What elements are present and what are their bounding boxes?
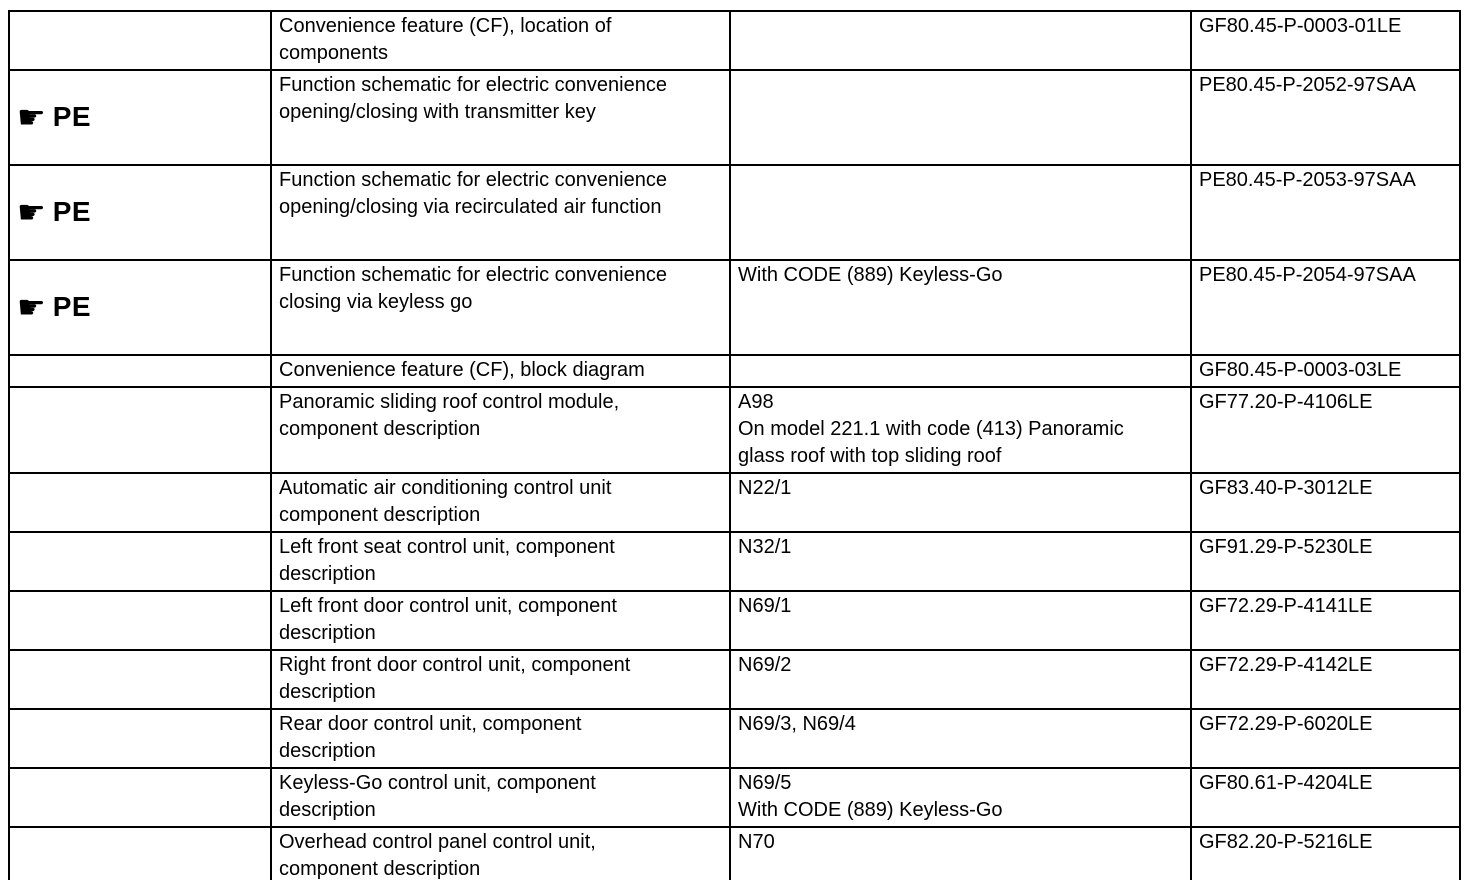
cell-description: Rear door control unit, component descri… [270,708,731,769]
cell-description: Right front door control unit, component… [270,649,731,710]
cell-document-id: PE80.45-P-2053-97SAA [1190,164,1461,261]
cell-description: Function schematic for electric convenie… [270,164,731,261]
cell-description: Panoramic sliding roof control module, c… [270,386,731,474]
cell-note: N32/1 [729,531,1192,592]
cell-note: N69/5 With CODE (889) Keyless-Go [729,767,1192,828]
table-row: ☛ PE Function schematic for electric conv… [8,259,1461,356]
pe-label: PE [52,291,92,322]
cell-document-id: GF80.45-P-0003-03LE [1190,354,1461,388]
cell-document-id: GF83.40-P-3012LE [1190,472,1461,533]
cell-pe-link [8,708,272,769]
cell-document-id: GF80.45-P-0003-01LE [1190,10,1461,71]
cell-description: Convenience feature (CF), location of co… [270,10,731,71]
table-row: Right front door control unit, component… [8,649,1461,710]
cell-pe-link [8,354,272,388]
cell-pe-link [8,590,272,651]
document-table: Convenience feature (CF), location of co… [8,10,1461,880]
cell-note [729,10,1192,71]
cell-note: N22/1 [729,472,1192,533]
cell-pe-link [8,767,272,828]
pe-label: PE [52,196,92,227]
pe-document-link: ☛ PE [17,289,266,325]
cell-description: Left front door control unit, component … [270,590,731,651]
table-row: Keyless-Go control unit, component descr… [8,767,1461,828]
table-row: Panoramic sliding roof control module, c… [8,386,1461,474]
table-row: Rear door control unit, component descri… [8,708,1461,769]
pointing-hand-icon: ☛ [17,98,46,136]
cell-description: Function schematic for electric convenie… [270,69,731,166]
cell-document-id: PE80.45-P-2054-97SAA [1190,259,1461,356]
table-row: Left front door control unit, component … [8,590,1461,651]
cell-description: Overhead control panel control unit, com… [270,826,731,880]
cell-pe-link [8,10,272,71]
cell-note [729,69,1192,166]
table-row: Overhead control panel control unit, com… [8,826,1461,880]
cell-pe-link: ☛ PE [8,164,272,261]
cell-document-id: GF82.20-P-5216LE [1190,826,1461,880]
cell-pe-link: ☛ PE [8,69,272,166]
cell-note: N69/1 [729,590,1192,651]
cell-document-id: GF77.20-P-4106LE [1190,386,1461,474]
cell-description: Left front seat control unit, component … [270,531,731,592]
cell-note [729,164,1192,261]
cell-note: N69/3, N69/4 [729,708,1192,769]
cell-note: N70 [729,826,1192,880]
cell-document-id: GF80.61-P-4204LE [1190,767,1461,828]
table-row: Left front seat control unit, component … [8,531,1461,592]
cell-document-id: GF91.29-P-5230LE [1190,531,1461,592]
pointing-hand-icon: ☛ [17,193,46,231]
cell-note: A98 On model 221.1 with code (413) Panor… [729,386,1192,474]
cell-description: Automatic air conditioning control unit … [270,472,731,533]
table-row: ☛ PE Function schematic for electric conv… [8,69,1461,166]
pe-document-link: ☛ PE [17,99,266,135]
cell-description: Function schematic for electric convenie… [270,259,731,356]
cell-pe-link [8,531,272,592]
cell-note [729,354,1192,388]
cell-document-id: PE80.45-P-2052-97SAA [1190,69,1461,166]
cell-pe-link [8,826,272,880]
cell-document-id: GF72.29-P-4141LE [1190,590,1461,651]
cell-description: Keyless-Go control unit, component descr… [270,767,731,828]
table-row: Convenience feature (CF), location of co… [8,10,1461,71]
cell-document-id: GF72.29-P-6020LE [1190,708,1461,769]
cell-pe-link [8,386,272,474]
table-row: ☛ PE Function schematic for electric conv… [8,164,1461,261]
cell-pe-link [8,649,272,710]
pe-label: PE [52,101,92,132]
cell-document-id: GF72.29-P-4142LE [1190,649,1461,710]
cell-note: N69/2 [729,649,1192,710]
pe-document-link: ☛ PE [17,194,266,230]
pointing-hand-icon: ☛ [17,288,46,326]
cell-note: With CODE (889) Keyless-Go [729,259,1192,356]
cell-pe-link: ☛ PE [8,259,272,356]
table-row: Automatic air conditioning control unit … [8,472,1461,533]
table-row: Convenience feature (CF), block diagram … [8,354,1461,388]
cell-description: Convenience feature (CF), block diagram [270,354,731,388]
cell-pe-link [8,472,272,533]
